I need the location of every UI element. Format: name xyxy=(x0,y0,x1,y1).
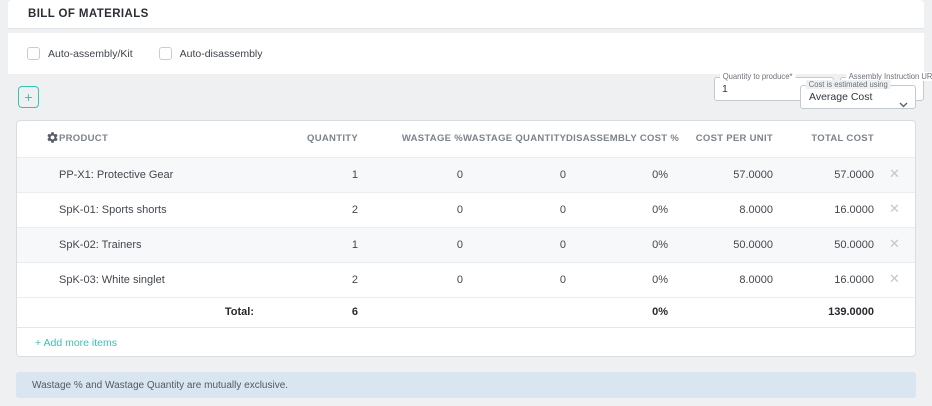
cost-per-unit-cell: 8.0000 xyxy=(668,192,773,228)
bom-table-card: PRODUCT QUANTITY WASTAGE % WASTAGE QUANT… xyxy=(16,120,916,357)
total-cost-cell: 50.0000 xyxy=(773,227,874,263)
plus-icon: + xyxy=(24,89,33,105)
total-label: Total: xyxy=(59,297,254,328)
bom-table: PRODUCT QUANTITY WASTAGE % WASTAGE QUANT… xyxy=(17,121,915,358)
quantity-cell[interactable]: 2 xyxy=(254,192,358,228)
auto-disassembly-option[interactable]: Auto-disassembly xyxy=(158,47,263,60)
wastage-pct-cell[interactable]: 0 xyxy=(358,157,463,193)
auto-disassembly-checkbox[interactable] xyxy=(158,47,172,60)
section-header: BILL OF MATERIALS xyxy=(8,0,924,29)
product-cell[interactable]: SpK-03: White singlet xyxy=(59,262,254,298)
disassembly-cost-cell[interactable]: 0% xyxy=(566,157,668,193)
wastage-qty-cell[interactable]: 0 xyxy=(463,192,566,228)
disassembly-cost-cell[interactable]: 0% xyxy=(566,262,668,298)
cost-per-unit-cell: 8.0000 xyxy=(668,262,773,298)
auto-assembly-checkbox[interactable] xyxy=(27,47,40,60)
wastage-pct-cell[interactable]: 0 xyxy=(358,262,463,298)
total-cost-cell: 57.0000 xyxy=(773,157,874,193)
quantity-cell[interactable]: 1 xyxy=(254,227,358,263)
cost-estimated-label: Cost is estimated using xyxy=(806,80,891,89)
total-quantity: 6 xyxy=(254,297,358,328)
add-row: + Add more items xyxy=(17,327,915,358)
wastage-qty-cell[interactable]: 0 xyxy=(463,157,566,193)
column-settings-button[interactable] xyxy=(46,131,59,147)
table-header-row: PRODUCT QUANTITY WASTAGE % WASTAGE QUANT… xyxy=(17,121,915,158)
disassembly-cost-cell[interactable]: 0% xyxy=(566,192,668,228)
product-cell[interactable]: SpK-01: Sports shorts xyxy=(59,192,254,228)
cost-estimated-field: Cost is estimated using Average Cost xyxy=(800,80,916,109)
column-header-wastage-pct: WASTAGE % xyxy=(358,121,463,158)
quantity-cell[interactable]: 2 xyxy=(254,262,358,298)
column-header-delete xyxy=(874,121,915,158)
delete-row-button[interactable]: ✕ xyxy=(889,202,900,217)
delete-row-button[interactable]: ✕ xyxy=(889,272,900,287)
notice-text: Wastage % and Wastage Quantity are mutua… xyxy=(32,379,289,391)
wastage-pct-cell[interactable]: 0 xyxy=(358,192,463,228)
table-row: SpK-02: Trainers 1 0 0 0% 50.0000 50.000… xyxy=(17,227,915,263)
total-row: Total: 6 0% 139.0000 xyxy=(17,297,915,328)
auto-disassembly-label: Auto-disassembly xyxy=(179,47,263,60)
cost-per-unit-cell: 50.0000 xyxy=(668,227,773,263)
cost-per-unit-cell: 57.0000 xyxy=(668,157,773,193)
total-cost-cell: 16.0000 xyxy=(773,192,874,228)
wastage-pct-cell[interactable]: 0 xyxy=(358,227,463,263)
checkbox-group: Auto-assembly/Kit Auto-disassembly xyxy=(27,33,263,74)
column-header-disassembly-cost: DISASSEMBLY COST % xyxy=(566,121,679,158)
quantity-to-produce-label: Quantity to produce* xyxy=(720,72,796,81)
column-header-total-cost: TOTAL COST xyxy=(773,121,874,158)
cost-estimated-value: Average Cost xyxy=(809,91,873,103)
assembly-instruction-url-label: Assembly Instruction URL xyxy=(846,72,932,81)
close-icon: ✕ xyxy=(889,167,900,182)
notice-bar: Wastage % and Wastage Quantity are mutua… xyxy=(16,372,916,398)
delete-row-button[interactable]: ✕ xyxy=(889,237,900,252)
table-row: SpK-03: White singlet 2 0 0 0% 8.0000 16… xyxy=(17,262,915,298)
wastage-qty-cell[interactable]: 0 xyxy=(463,227,566,263)
column-header-cost-per-unit: COST PER UNIT xyxy=(668,121,773,158)
add-item-button[interactable]: + xyxy=(18,86,39,108)
total-disassembly-cost: 0% xyxy=(566,297,668,328)
auto-assembly-label: Auto-assembly/Kit xyxy=(48,47,133,60)
auto-assembly-option[interactable]: Auto-assembly/Kit xyxy=(27,47,133,60)
column-header-quantity: QUANTITY xyxy=(254,121,358,158)
quantity-cell[interactable]: 1 xyxy=(254,157,358,193)
close-icon: ✕ xyxy=(889,202,900,217)
table-row: PP-X1: Protective Gear 1 0 0 0% 57.0000 … xyxy=(17,157,915,193)
wastage-qty-cell[interactable]: 0 xyxy=(463,262,566,298)
product-cell[interactable]: SpK-02: Trainers xyxy=(59,227,254,263)
total-cost-cell: 16.0000 xyxy=(773,262,874,298)
total-cost-sum: 139.0000 xyxy=(773,297,874,328)
add-more-items-link[interactable]: + Add more items xyxy=(35,336,117,349)
close-icon: ✕ xyxy=(889,272,900,287)
product-cell[interactable]: PP-X1: Protective Gear xyxy=(59,157,254,193)
disassembly-cost-cell[interactable]: 0% xyxy=(566,227,668,263)
delete-row-button[interactable]: ✕ xyxy=(889,167,900,182)
options-band: Auto-assembly/Kit Auto-disassembly Quant… xyxy=(8,33,932,101)
page-title: BILL OF MATERIALS xyxy=(28,8,149,20)
column-header-wastage-quantity: WASTAGE QUANTITY xyxy=(463,121,566,158)
chevron-down-icon xyxy=(899,95,908,113)
close-icon: ✕ xyxy=(889,237,900,252)
column-header-product: PRODUCT xyxy=(59,121,254,158)
table-row: SpK-01: Sports shorts 2 0 0 0% 8.0000 16… xyxy=(17,192,915,228)
gear-icon xyxy=(46,132,59,147)
